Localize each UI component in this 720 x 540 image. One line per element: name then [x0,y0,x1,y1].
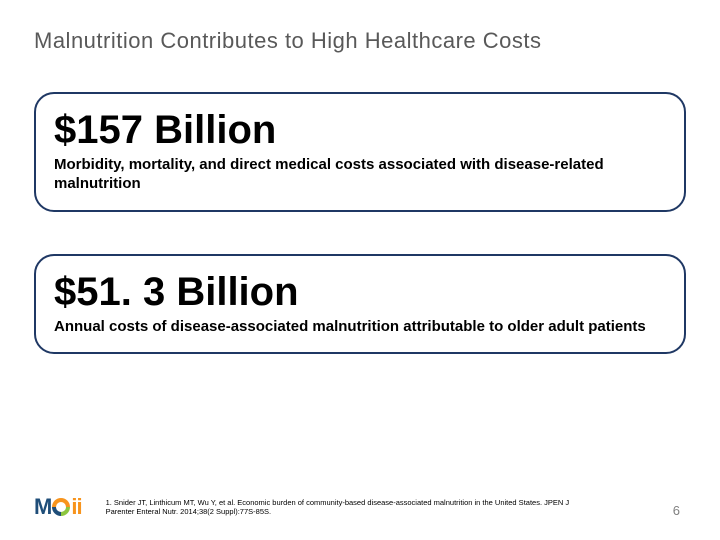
logo-ring-icon [52,498,70,516]
page-number: 6 [673,503,680,518]
stat-value-1: $157 Billion [54,108,666,152]
citation-text: 1. Snider JT, Linthicum MT, Wu Y, et al.… [106,498,586,517]
slide: Malnutrition Contributes to High Healthc… [0,0,720,540]
stat-description-2: Annual costs of disease-associated malnu… [54,318,666,337]
stat-value-2: $51. 3 Billion [54,270,666,314]
stat-box-2: $51. 3 Billion Annual costs of disease-a… [34,254,686,355]
logo-text: M ii [34,494,82,520]
logo: M ii [34,494,82,520]
logo-letter-m: M [34,494,51,520]
slide-title: Malnutrition Contributes to High Healthc… [34,28,686,54]
stat-description-1: Morbidity, mortality, and direct medical… [54,156,666,194]
logo-letters-ii: ii [71,494,81,520]
footer: M ii 1. Snider JT, Linthicum MT, Wu Y, e… [34,494,686,520]
stat-box-1: $157 Billion Morbidity, mortality, and d… [34,92,686,212]
